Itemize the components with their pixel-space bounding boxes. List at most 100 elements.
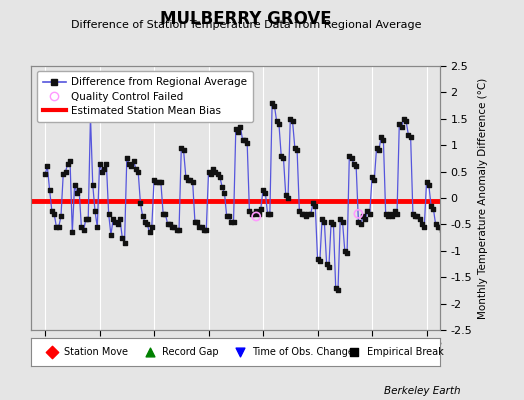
Point: [332, 284, 340, 291]
Point: [388, 213, 397, 220]
Point: [393, 211, 401, 217]
Point: [91, 208, 99, 214]
Point: [150, 176, 158, 183]
Point: [209, 166, 217, 172]
Legend: Difference from Regional Average, Quality Control Failed, Estimated Station Mean: Difference from Regional Average, Qualit…: [37, 71, 253, 122]
Point: [354, 211, 363, 217]
Point: [145, 229, 154, 236]
Point: [48, 208, 56, 214]
Point: [284, 195, 292, 201]
Point: [104, 211, 113, 217]
Point: [159, 211, 167, 217]
Point: [434, 224, 442, 230]
Point: [343, 250, 351, 257]
Point: [445, 200, 453, 206]
Point: [286, 116, 294, 122]
Point: [57, 213, 65, 220]
Point: [230, 218, 238, 225]
Point: [102, 160, 111, 167]
Point: [80, 226, 88, 233]
Point: [238, 137, 247, 143]
Point: [236, 124, 245, 130]
Text: Record Gap: Record Gap: [162, 347, 219, 357]
Point: [400, 116, 408, 122]
Point: [363, 208, 372, 214]
Point: [370, 176, 378, 183]
Point: [261, 190, 269, 196]
Point: [43, 163, 51, 170]
Point: [270, 102, 279, 109]
Point: [347, 155, 356, 162]
Point: [291, 145, 299, 151]
Point: [375, 147, 383, 154]
Point: [77, 224, 85, 230]
Point: [161, 211, 170, 217]
Point: [132, 166, 140, 172]
Point: [359, 213, 367, 220]
Point: [431, 221, 440, 228]
Point: [100, 166, 108, 172]
Point: [138, 213, 147, 220]
Point: [129, 158, 138, 164]
Point: [334, 287, 342, 294]
Point: [213, 171, 222, 178]
Point: [418, 221, 426, 228]
Point: [268, 100, 276, 106]
Point: [220, 190, 228, 196]
Point: [179, 147, 188, 154]
Point: [225, 213, 233, 220]
Point: [259, 187, 267, 193]
Point: [252, 208, 260, 214]
Point: [409, 211, 417, 217]
Point: [73, 190, 81, 196]
Point: [172, 226, 181, 233]
Point: [168, 224, 177, 230]
Point: [272, 118, 281, 125]
Point: [307, 211, 315, 217]
Point: [304, 211, 313, 217]
Point: [411, 213, 419, 220]
Point: [216, 174, 224, 180]
Point: [193, 218, 201, 225]
Point: [293, 147, 301, 154]
Point: [281, 192, 290, 198]
Point: [236, 349, 244, 355]
Point: [111, 218, 119, 225]
Point: [121, 240, 129, 246]
Text: MULBERRY GROVE: MULBERRY GROVE: [160, 10, 332, 28]
Text: Time of Obs. Change: Time of Obs. Change: [252, 347, 354, 357]
Point: [152, 179, 160, 185]
Point: [250, 211, 258, 217]
Point: [373, 145, 381, 151]
Point: [97, 168, 106, 175]
Point: [186, 176, 194, 183]
Point: [93, 224, 102, 230]
Point: [329, 221, 337, 228]
Point: [327, 218, 335, 225]
Point: [354, 218, 363, 225]
Point: [320, 218, 329, 225]
Point: [311, 203, 320, 209]
Point: [75, 187, 83, 193]
Point: [127, 163, 136, 170]
Point: [254, 211, 263, 217]
Point: [243, 139, 252, 146]
Point: [86, 113, 95, 119]
Point: [424, 182, 433, 188]
Point: [52, 224, 61, 230]
Point: [204, 168, 213, 175]
Point: [456, 226, 465, 233]
Point: [345, 152, 354, 159]
Point: [325, 264, 333, 270]
Point: [116, 216, 124, 222]
Point: [114, 221, 122, 228]
Point: [218, 184, 226, 191]
Point: [381, 211, 390, 217]
Point: [395, 121, 403, 127]
Point: [350, 349, 358, 355]
Point: [48, 349, 56, 355]
Point: [245, 208, 254, 214]
Point: [377, 134, 385, 140]
Point: [206, 171, 215, 178]
Point: [46, 187, 54, 193]
